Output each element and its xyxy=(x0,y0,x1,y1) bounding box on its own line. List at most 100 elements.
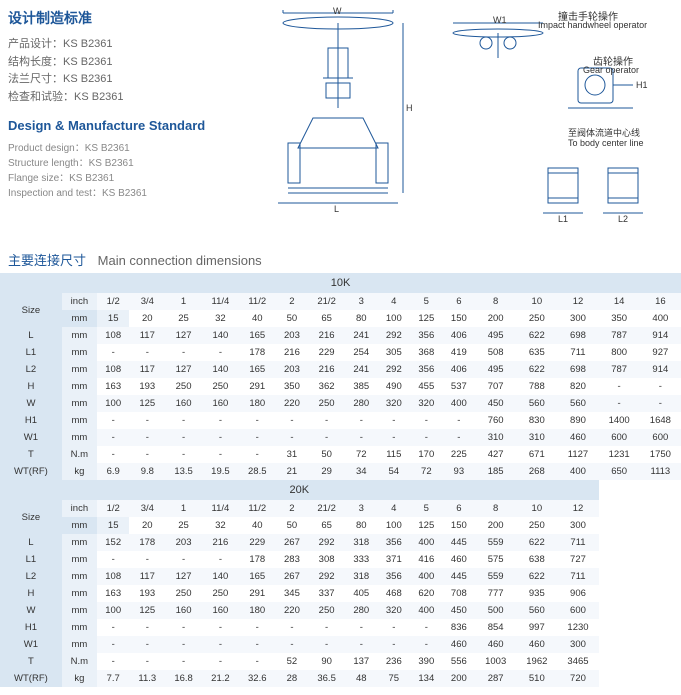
data-cell: - xyxy=(276,636,309,653)
row-unit: mm xyxy=(62,412,97,429)
data-cell: 405 xyxy=(345,585,378,602)
size-mm-cell: 125 xyxy=(410,517,443,534)
row-unit: mm xyxy=(62,551,97,568)
data-cell: 1400 xyxy=(599,412,640,429)
data-cell: 600 xyxy=(640,429,681,446)
data-cell: 220 xyxy=(276,395,309,412)
data-cell: 300 xyxy=(557,636,598,653)
data-cell: 216 xyxy=(308,327,345,344)
data-cell: 193 xyxy=(129,585,165,602)
data-cell: 400 xyxy=(557,463,598,480)
data-cell: 21 xyxy=(276,463,309,480)
data-cell: - xyxy=(129,551,165,568)
size-inch-cell: 8 xyxy=(475,293,516,310)
data-cell: 600 xyxy=(557,602,598,619)
data-cell: - xyxy=(239,412,276,429)
data-cell: - xyxy=(97,636,130,653)
data-cell: - xyxy=(202,344,239,361)
specs-en: Product design：KS B2361Structure length：… xyxy=(8,141,228,201)
data-cell: 241 xyxy=(345,361,378,378)
row-label: L1 xyxy=(0,551,62,568)
data-cell: - xyxy=(165,653,202,670)
size-mm-cell: 40 xyxy=(239,310,276,327)
unit-inch: inch xyxy=(62,293,97,310)
size-mm-cell: 300 xyxy=(557,517,598,534)
data-cell: 75 xyxy=(378,670,411,687)
data-cell: 854 xyxy=(475,619,516,636)
data-cell: 787 xyxy=(599,361,640,378)
data-cell: 250 xyxy=(202,378,239,395)
size-inch-cell: 11/2 xyxy=(239,500,276,517)
data-cell: 48 xyxy=(345,670,378,687)
size-mm-cell: 250 xyxy=(516,517,557,534)
size-inch-cell: 2 xyxy=(276,293,309,310)
impact-en: Impact handwheel operator xyxy=(538,20,647,30)
row-unit: mm xyxy=(62,602,97,619)
data-cell: 283 xyxy=(276,551,309,568)
data-cell: 1231 xyxy=(599,446,640,463)
data-cell: - xyxy=(202,653,239,670)
data-cell: 356 xyxy=(378,534,411,551)
size-inch-cell: 12 xyxy=(557,500,598,517)
data-cell: 310 xyxy=(475,429,516,446)
data-cell: 3465 xyxy=(557,653,598,670)
size-mm-cell: 350 xyxy=(599,310,640,327)
data-cell: - xyxy=(239,653,276,670)
data-cell: - xyxy=(202,636,239,653)
data-cell: - xyxy=(165,446,202,463)
data-cell: - xyxy=(308,412,345,429)
data-cell: - xyxy=(239,446,276,463)
data-cell: 622 xyxy=(516,361,557,378)
data-cell: 292 xyxy=(308,568,345,585)
dim-h: H xyxy=(406,103,413,113)
data-cell: 50 xyxy=(308,446,345,463)
data-cell: - xyxy=(276,619,309,636)
data-cell: 788 xyxy=(516,378,557,395)
data-cell: 460 xyxy=(516,636,557,653)
data-cell: - xyxy=(97,412,130,429)
size-inch-cell: 6 xyxy=(443,293,476,310)
data-cell: - xyxy=(378,636,411,653)
data-cell: 250 xyxy=(165,585,202,602)
data-cell: 1962 xyxy=(516,653,557,670)
row-label: H xyxy=(0,585,62,602)
data-cell: 203 xyxy=(165,534,202,551)
data-cell: 93 xyxy=(443,463,476,480)
data-cell: - xyxy=(308,429,345,446)
data-cell: 216 xyxy=(308,361,345,378)
data-cell: - xyxy=(276,429,309,446)
data-cell: 720 xyxy=(557,670,598,687)
data-cell: - xyxy=(129,636,165,653)
data-cell: 460 xyxy=(557,429,598,446)
data-cell: - xyxy=(410,636,443,653)
data-cell: 727 xyxy=(557,551,598,568)
row-unit: mm xyxy=(62,327,97,344)
data-cell: 820 xyxy=(557,378,598,395)
data-cell: 406 xyxy=(443,327,476,344)
data-cell: 345 xyxy=(276,585,309,602)
data-cell: 250 xyxy=(308,395,345,412)
data-cell: 419 xyxy=(443,344,476,361)
unit-mm: mm xyxy=(62,310,97,327)
data-cell: 165 xyxy=(239,568,276,585)
unit-inch: inch xyxy=(62,500,97,517)
size-mm-cell: 150 xyxy=(443,310,476,327)
unit-mm: mm xyxy=(62,517,97,534)
data-cell: 152 xyxy=(97,534,130,551)
data-cell: 490 xyxy=(378,378,411,395)
size-mm-cell: 20 xyxy=(129,310,165,327)
row-label: H1 xyxy=(0,412,62,429)
data-cell: 560 xyxy=(516,602,557,619)
row-unit: mm xyxy=(62,344,97,361)
data-cell: 140 xyxy=(202,327,239,344)
data-cell: 137 xyxy=(345,653,378,670)
data-cell: - xyxy=(345,429,378,446)
data-cell: 16.8 xyxy=(165,670,202,687)
data-cell: 500 xyxy=(475,602,516,619)
data-cell: 310 xyxy=(516,429,557,446)
size-inch-cell: 1/2 xyxy=(97,293,130,310)
data-cell: 108 xyxy=(97,568,130,585)
data-cell: - xyxy=(202,429,239,446)
row-label: L xyxy=(0,534,62,551)
data-cell: 115 xyxy=(378,446,411,463)
